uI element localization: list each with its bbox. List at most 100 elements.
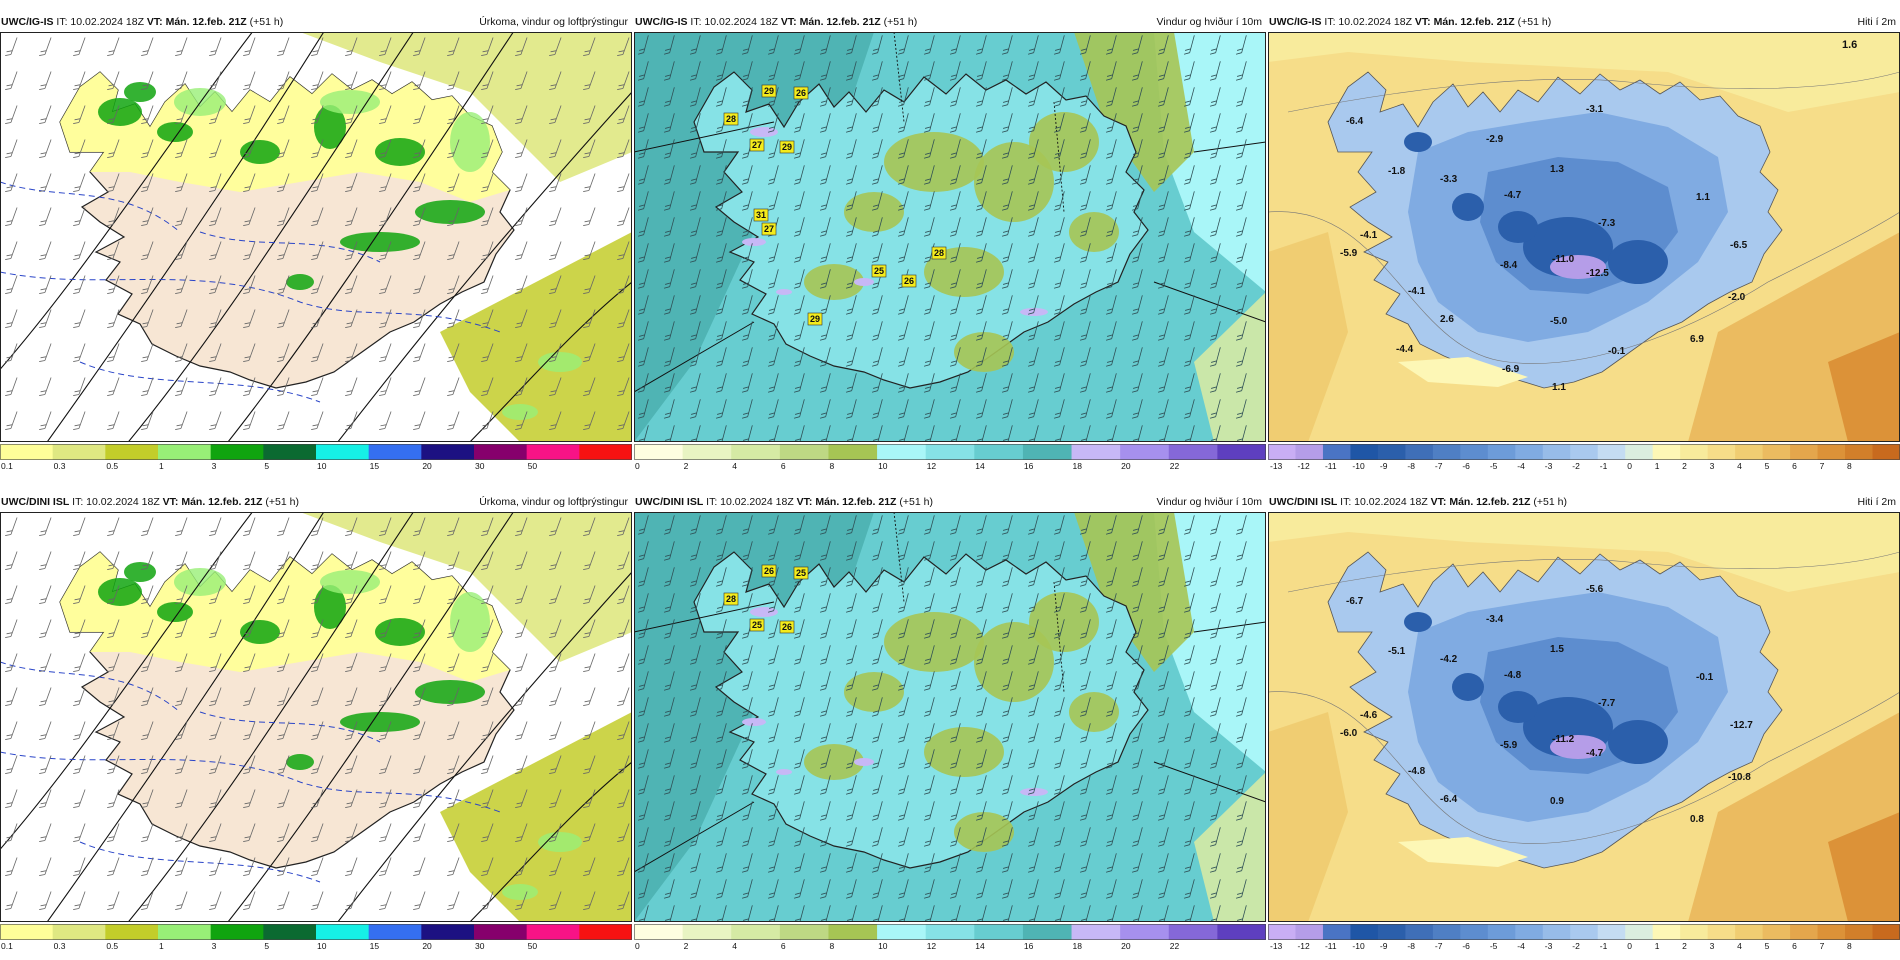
temperature-label: 1.5 [1550,644,1564,655]
temperature-label: 1.3 [1550,164,1564,175]
panel-wind-bottom: UWC/DINI ISL IT: 10.02.2024 18Z VT: Mán.… [634,492,1266,960]
color-scale-swatch [263,924,317,940]
wind-map: 28 29 26 27 29 31 27 28 25 26 29 [634,32,1266,442]
color-scale-swatch [421,444,475,460]
variable-title: Úrkoma, vindur og loftþrýstingur [479,496,628,508]
scale-tick-label: 0.3 [53,941,66,951]
init-time: IT: 10.02.2024 18Z [706,496,794,508]
scale-tick-label: -11 [1324,941,1337,951]
color-scale-swatch [1322,924,1351,940]
wind-color-scale [634,924,1266,940]
scale-tick-label: -10 [1352,941,1365,951]
color-scale-swatch [974,924,1024,940]
temperature-label: -5.0 [1550,316,1568,327]
scale-tick-label: 22 [1169,941,1180,951]
scale-tick-label: 5 [264,941,270,951]
color-scale-swatch [1168,924,1218,940]
scale-tick-label: 4 [732,941,737,951]
model-name: UWC/IG-IS [1269,16,1322,28]
color-scale-swatch [1460,444,1489,460]
svg-text:28: 28 [726,594,736,604]
svg-text:31: 31 [756,210,766,220]
gust-label: 25 [793,566,809,580]
color-scale-swatch [1625,444,1654,460]
temperature-label: -4.4 [1396,344,1414,355]
scale-tick-label: 50 [527,941,538,951]
scale-tick-label: 5 [1764,941,1770,951]
init-time: IT: 10.02.2024 18Z [56,16,144,28]
scale-tick-label: -9 [1379,941,1388,951]
color-scale-swatch [1762,924,1791,940]
precip-scale-ticks: 0.1 0.3 0.5 1 3 5 10 15 20 30 50 [0,460,632,476]
gust-label: 29 [779,140,795,154]
temperature-label: -4.2 [1440,654,1458,665]
valid-time: VT: Mán. 12.feb. 21Z [162,496,263,508]
scale-tick-label: 6 [780,941,786,951]
variable-title: Úrkoma, vindur og loftþrýstingur [479,16,628,28]
scale-tick-label: 3 [211,461,217,471]
valid-time: VT: Mán. 12.feb. 21Z [1414,16,1515,28]
temperature-label: 1.1 [1552,382,1566,393]
color-scale-swatch [1652,444,1681,460]
svg-text:26: 26 [904,276,914,286]
svg-text:25: 25 [752,620,762,630]
color-scale-swatch [52,444,106,460]
gust-label: 31 [753,208,769,222]
color-scale-swatch [210,924,264,940]
temperature-label: -6.9 [1502,364,1520,375]
precip-color-scale [0,924,632,940]
color-scale-swatch [1350,924,1379,940]
scale-tick-label: 30 [475,461,485,471]
temp-map: -6.4-1.8-3.3-2.91.3-3.1-4.7 1.1-7.3-4.1-5… [1268,32,1900,442]
scale-tick-label: -12 [1297,941,1310,951]
scale-tick-label: 6 [1792,941,1797,951]
scale-tick-label: 2 [683,461,689,471]
scale-tick-label: 12 [926,941,937,951]
lead-time: (+51 h) [265,496,299,508]
scale-tick-label: 15 [369,461,380,471]
color-scale-swatch [1322,444,1351,460]
temperature-label: -11.0 [1552,254,1575,265]
gust-label: 26 [779,620,795,634]
color-scale-swatch [1217,924,1266,940]
scale-tick-label: 18 [1072,941,1082,951]
scale-tick-label: 20 [422,461,432,471]
gust-label: 26 [761,564,777,578]
scale-tick-label: 16 [1023,461,1034,471]
color-scale-swatch [1268,924,1296,940]
model-name: UWC/DINI ISL [1,496,70,508]
scale-tick-label: -3 [1544,941,1553,951]
svg-text:26: 26 [782,622,792,632]
temperature-label: -8.4 [1500,260,1518,271]
color-scale-swatch [316,444,370,460]
scale-tick-label: 1 [1654,461,1660,471]
color-scale-swatch [877,444,927,460]
svg-text:29: 29 [810,314,820,324]
init-time: IT: 10.02.2024 18Z [72,496,160,508]
color-scale-swatch [316,924,370,940]
init-time: IT: 10.02.2024 18Z [1340,496,1428,508]
init-time: IT: 10.02.2024 18Z [690,16,778,28]
gust-label: 25 [871,264,887,278]
lead-time: (+51 h) [249,16,284,28]
svg-text:29: 29 [782,142,792,152]
color-scale-swatch [1071,924,1121,940]
gust-label: 26 [901,274,917,288]
color-scale-swatch [1022,924,1073,940]
temperature-label: 0.9 [1550,796,1564,807]
color-scale-swatch [1120,444,1170,460]
scale-tick-label: 0 [1627,941,1632,951]
temperature-label: -0.1 [1696,672,1714,683]
color-scale-swatch [52,924,106,940]
scale-tick-label: 7 [1819,461,1825,471]
temperature-label: -6.5 [1730,240,1748,251]
svg-text:26: 26 [796,88,806,98]
color-scale-swatch [474,444,528,460]
scale-tick-label: -11 [1324,461,1337,471]
scale-tick-label: 1 [159,941,164,951]
scale-tick-label: 2 [683,941,689,951]
color-scale-swatch [1872,924,1900,940]
gust-label: 27 [749,138,765,152]
temperature-label: -2.0 [1728,292,1746,303]
color-scale-swatch [1542,924,1571,940]
